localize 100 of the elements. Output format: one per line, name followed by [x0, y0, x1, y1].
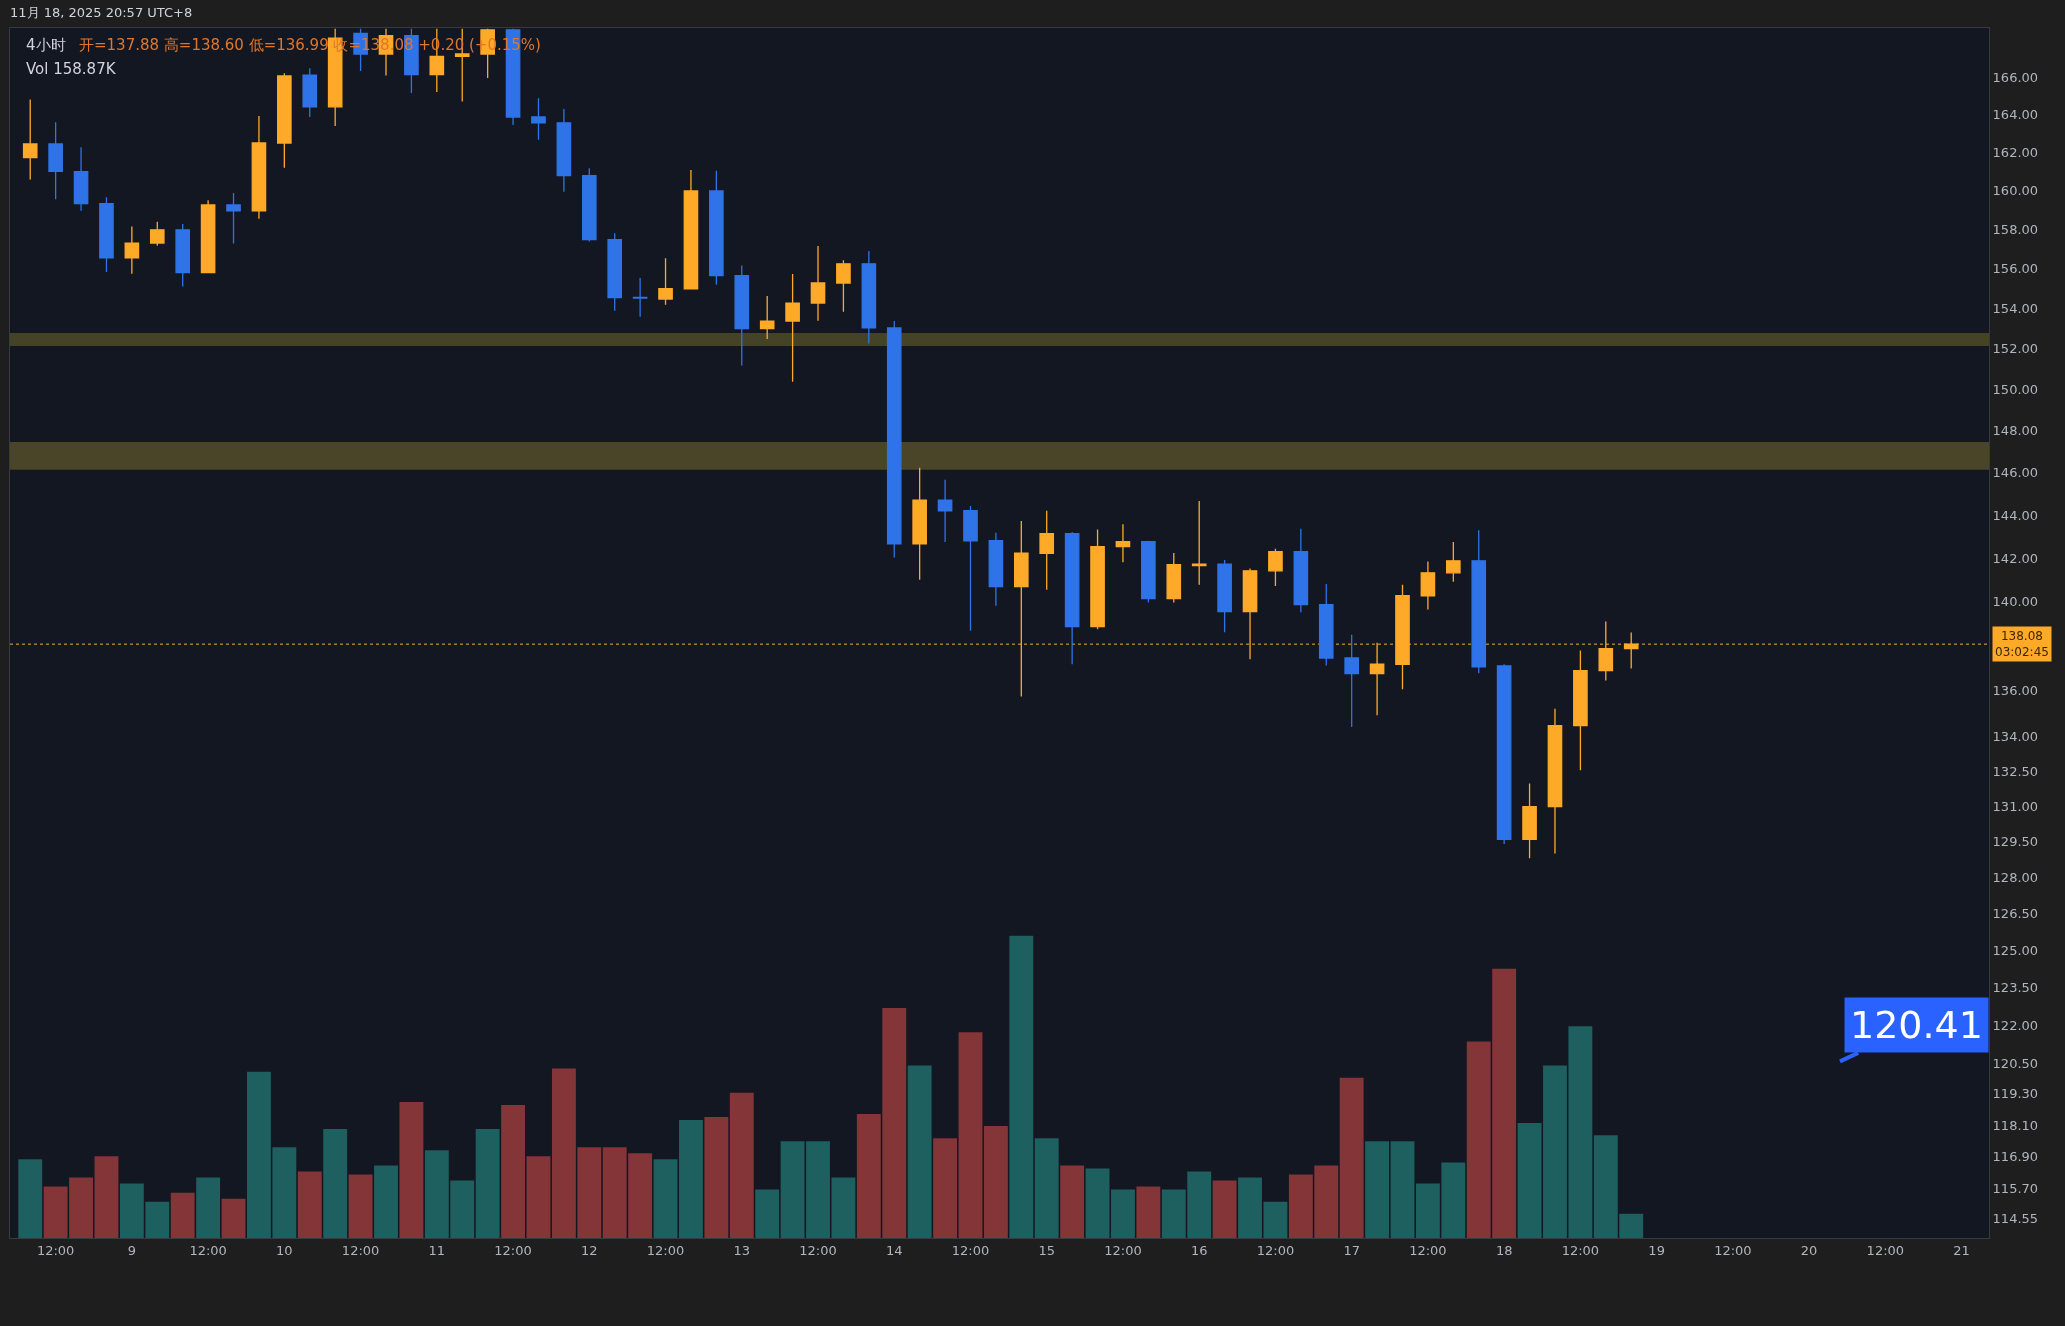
candlestick — [1268, 548, 1283, 587]
x-tick-label: 12:00 — [494, 1242, 532, 1258]
candlestick — [1471, 529, 1487, 674]
bar — [196, 1177, 221, 1238]
x-tick-label: 12 — [581, 1242, 598, 1258]
bar — [1009, 935, 1034, 1238]
candlestick — [937, 479, 953, 543]
x-tick-label: 16 — [1190, 1242, 1208, 1258]
x-tick-label: 14 — [885, 1242, 903, 1258]
x-tick-label: 12:00 — [1561, 1242, 1600, 1258]
candlestick — [556, 108, 572, 193]
y-tick-label: 142.00 — [1992, 550, 2039, 566]
x-tick-label: 12:00 — [951, 1242, 990, 1258]
bar — [1111, 1189, 1135, 1238]
ref-line-label: 138.08 03:02:45 — [1995, 629, 2049, 659]
candlestick — [1446, 541, 1461, 583]
x-tick-label: 10 — [276, 1242, 293, 1258]
y-tick-label: 114.55 — [1992, 1211, 2039, 1227]
bar — [755, 1189, 780, 1238]
bar — [958, 1032, 983, 1238]
candlestick — [226, 192, 241, 245]
y-tick-label: 146.00 — [1992, 465, 2039, 481]
chart-title: Vol 158.87K — [26, 60, 117, 78]
bar — [170, 1192, 195, 1238]
candlestick — [1344, 634, 1359, 728]
bar — [475, 1129, 500, 1238]
candlestick — [785, 273, 800, 383]
x-tick-label: 11 — [428, 1242, 446, 1258]
y-tick-label: 150.00 — [1992, 381, 2039, 397]
bar — [399, 1101, 424, 1238]
candlestick — [48, 121, 63, 201]
candlestick — [1191, 500, 1207, 586]
candlestick — [124, 225, 140, 275]
candlestick — [1115, 523, 1131, 564]
candlestick — [1293, 528, 1309, 613]
candlestick — [658, 257, 673, 306]
bar — [501, 1104, 526, 1238]
candlestick — [1039, 510, 1055, 591]
candlestick — [988, 532, 1004, 607]
candlestick — [581, 167, 597, 243]
candlestick — [759, 295, 775, 340]
candlestick — [963, 505, 978, 632]
y-tick-label: 136.00 — [1992, 683, 2039, 699]
candlestick — [1573, 649, 1588, 771]
candlestick — [1141, 540, 1156, 604]
y-tick-label: 164.00 — [1992, 107, 2039, 123]
y-tick-label: 140.00 — [1992, 594, 2039, 610]
candlestick — [1547, 708, 1563, 855]
bar — [679, 1120, 703, 1238]
candlestick — [810, 245, 826, 322]
x-tick-label: 9 — [127, 1242, 137, 1258]
y-tick-label: 119.30 — [1992, 1086, 2039, 1102]
bar — [907, 1065, 932, 1238]
candlestick — [683, 169, 699, 291]
candlestick — [607, 232, 623, 312]
x-tick-label: 12:00 — [1104, 1242, 1142, 1258]
y-tick-label: 115.70 — [1992, 1180, 2039, 1196]
x-tick-label: 15 — [1038, 1242, 1055, 1258]
x-tick-label: 12:00 — [1714, 1242, 1752, 1258]
y-tick-label: 144.00 — [1992, 507, 2039, 523]
y-tick-label: 123.50 — [1992, 979, 2039, 995]
y-tick-label: 132.50 — [1992, 763, 2039, 779]
candlestick — [734, 264, 750, 367]
bar — [704, 1117, 729, 1238]
bar — [297, 1171, 322, 1238]
bar — [374, 1165, 398, 1238]
candlestick — [1496, 663, 1512, 845]
candlestick — [1064, 531, 1080, 665]
candlestick — [302, 67, 318, 118]
y-tick-label: 156.00 — [1992, 261, 2039, 277]
bar — [526, 1156, 551, 1238]
candlestick — [531, 97, 546, 141]
y-tick-label: 122.00 — [1992, 1017, 2039, 1033]
y-tick-label: 148.00 — [1992, 423, 2039, 439]
bar — [1085, 1168, 1110, 1238]
x-tick-label: 12:00 — [36, 1242, 75, 1258]
candlestick — [886, 320, 902, 559]
bar — [1212, 1180, 1237, 1238]
candlestick — [200, 199, 216, 274]
bar — [323, 1129, 348, 1238]
bar — [729, 1092, 754, 1238]
bar — [348, 1174, 373, 1238]
y-tick-label: 120.50 — [1992, 1055, 2039, 1071]
candlestick — [1318, 583, 1334, 667]
y-tick-label: 128.00 — [1992, 869, 2039, 885]
candlestick — [1522, 782, 1537, 859]
x-tick-label: 12:00 — [341, 1242, 380, 1258]
candlestick — [632, 277, 648, 318]
y-tick-label: 129.50 — [1992, 834, 2039, 850]
x-tick-label: 17 — [1343, 1242, 1360, 1258]
y-tick-label: 158.00 — [1992, 222, 2039, 238]
candlestick — [175, 223, 191, 288]
y-tick-label: 152.00 — [1992, 341, 2039, 357]
y-tick-label: 134.00 — [1992, 728, 2039, 744]
bar — [1339, 1077, 1364, 1238]
x-tick-label: 12:00 — [1866, 1242, 1905, 1258]
y-tick-label: 166.00 — [1992, 70, 2039, 86]
text: 4小时 — [26, 36, 66, 54]
bar — [653, 1159, 678, 1238]
x-tick-label: 21 — [1953, 1242, 1970, 1258]
